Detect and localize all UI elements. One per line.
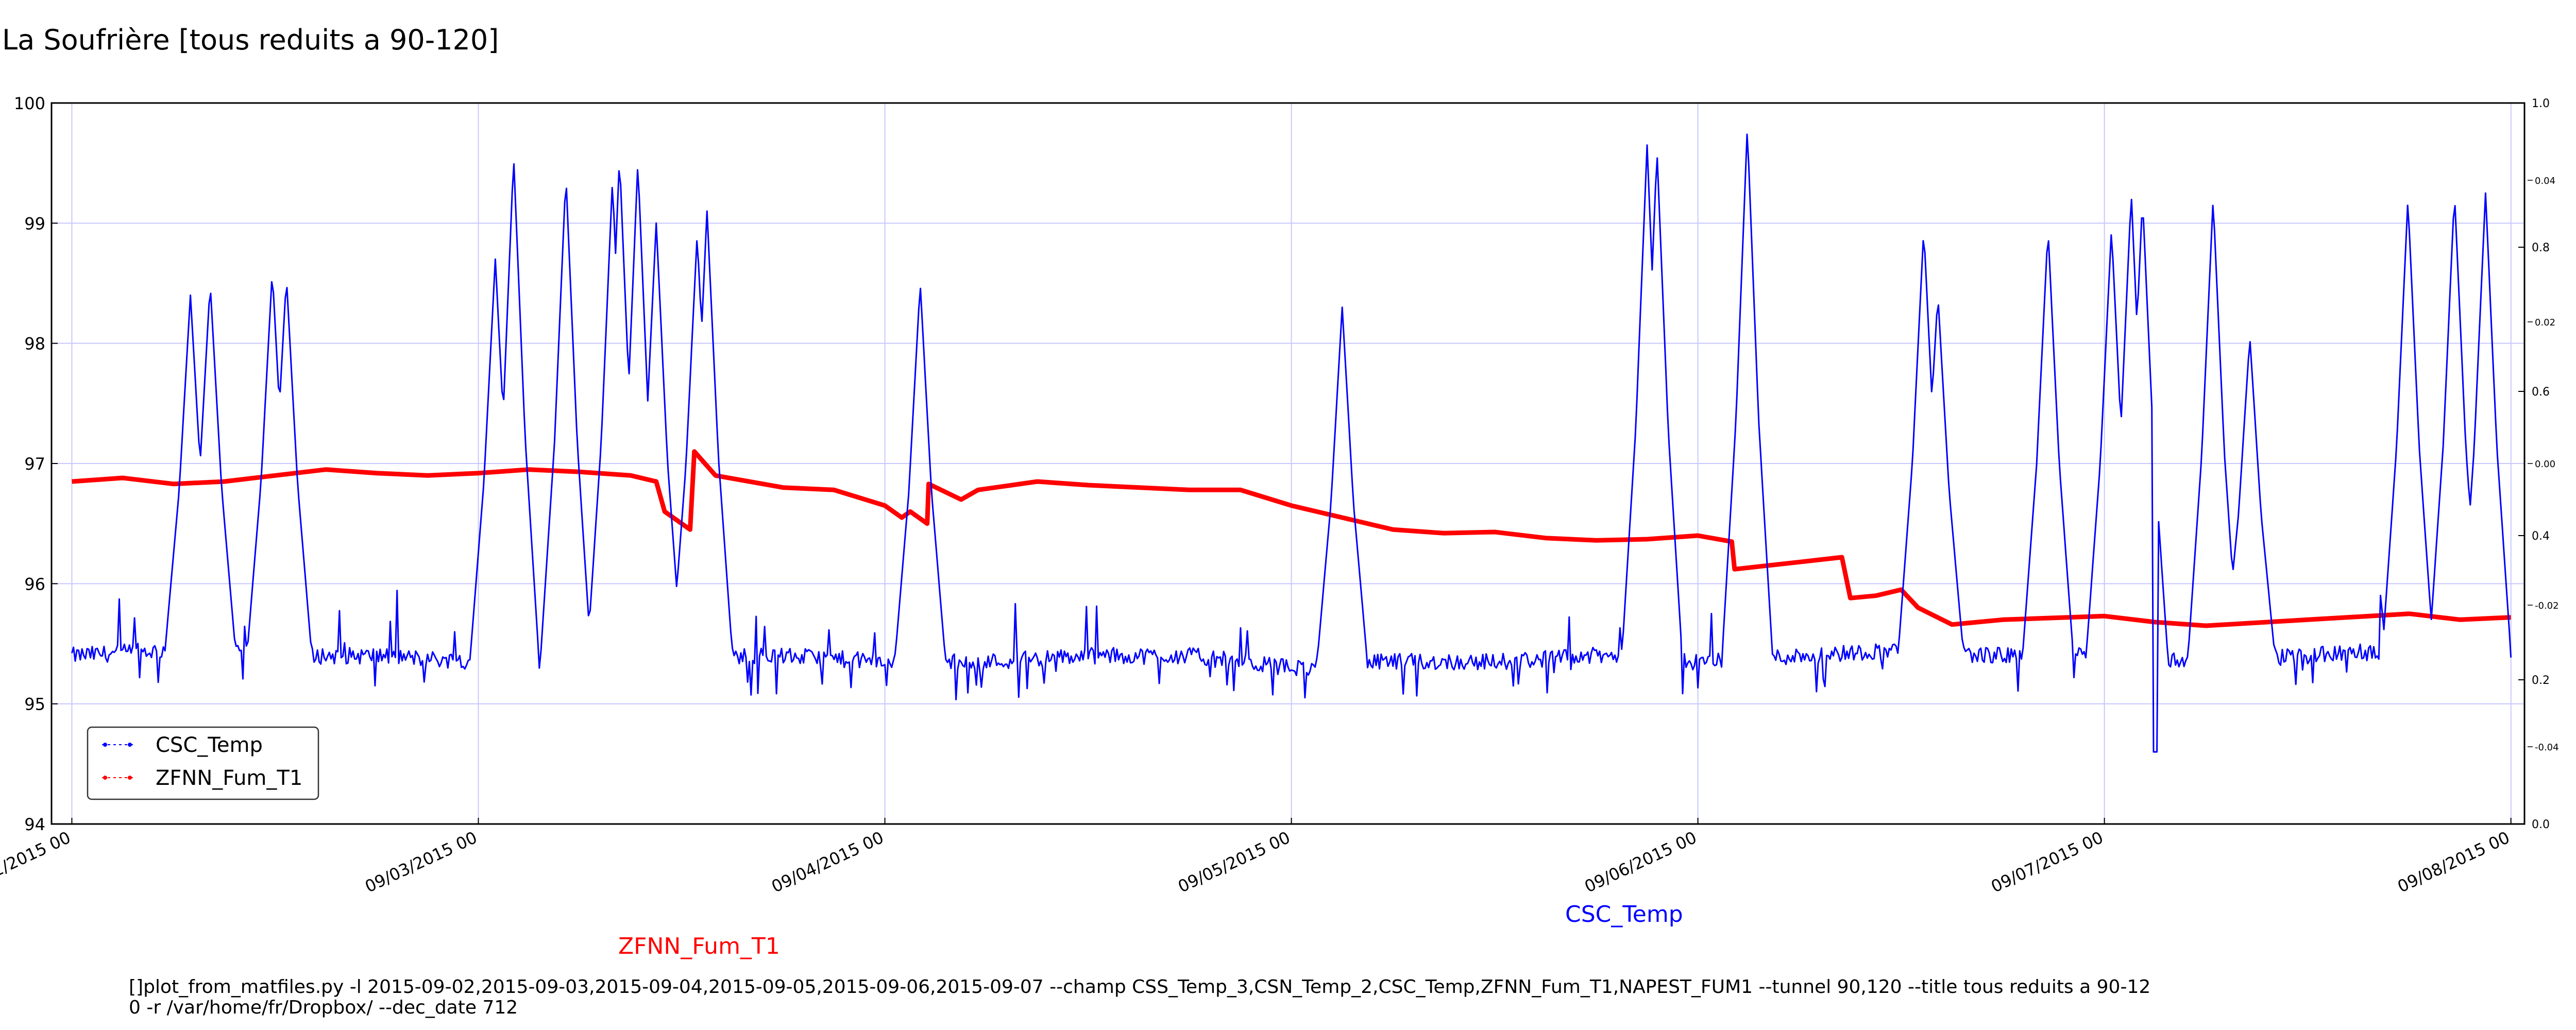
legend-label-zfnn-fum-t1: ZFNN_Fum_T1 [156, 766, 302, 790]
right-outer-tick-label-3: 0.6 [2532, 386, 2550, 399]
command-line-2: 0 -r /var/home/fr/Dropbox/ --dec_date 71… [129, 997, 518, 1018]
y-tick-label-99: 99 [24, 214, 45, 233]
y-tick-label-96: 96 [24, 574, 45, 594]
y-tick-label-95: 95 [24, 695, 45, 714]
y-axis-left: 94 95 96 97 98 99 100 [14, 94, 58, 834]
legend-label-csc-temp: CSC_Temp [156, 733, 263, 757]
right-outer-tick-label-1: 0.2 [2532, 674, 2550, 687]
right-inner-tick-label-3: 0.02 [2535, 317, 2555, 328]
command-line-1: []plot_from_matfiles.py -l 2015-09-02,20… [129, 976, 2150, 998]
plot-area [50, 102, 2526, 825]
right-outer-tick-label-2: 0.4 [2532, 530, 2550, 543]
legend-marker-csc-temp-1 [103, 743, 107, 747]
legend-marker-zfnn-fum-t1-1 [103, 776, 107, 780]
y-axis-right: 0.0 0.2 0.4 0.6 0.8 1.0 -0.04 -0.02 0.00 0.02 0.04 [2518, 97, 2559, 831]
bottom-label-csc-temp: CSC_Temp [1565, 901, 1683, 928]
x-tick-label-5: 09/07/2015 00 [1988, 828, 2106, 897]
x-tick-label-0: 09/02/2015 00 [0, 828, 74, 897]
bottom-label-zfnn-fum-t1: ZFNN_Fum_T1 [618, 933, 780, 959]
legend: CSC_Temp ZFNN_Fum_T1 [87, 726, 319, 800]
right-inner-tick-label-1: -0.02 [2535, 600, 2559, 611]
y-tick-label-97: 97 [24, 454, 45, 474]
right-inner-tick-label-2: 0.00 [2535, 459, 2555, 470]
x-tick-label-4: 09/06/2015 00 [1582, 828, 1700, 897]
y-tick-label-98: 98 [24, 334, 45, 354]
x-tick-label-3: 09/05/2015 00 [1175, 828, 1293, 897]
legend-marker-csc-temp-2 [128, 743, 132, 747]
right-outer-tick-label-0: 0.0 [2532, 818, 2550, 831]
x-tick-label-2: 09/04/2015 00 [769, 828, 887, 897]
y-tick-label-100: 100 [14, 94, 45, 113]
x-tick-label-6: 09/08/2015 00 [2395, 828, 2513, 897]
legend-marker-zfnn-fum-t1-2 [128, 776, 132, 780]
y-tick-label-94: 94 [24, 815, 45, 834]
chart-title: La Soufrière [tous reduits a 90-120] [2, 24, 499, 56]
x-axis: 09/02/2015 00 09/03/2015 00 09/04/2015 00 0… [0, 818, 2513, 897]
series-line-csc-temp [71, 133, 2512, 753]
grid-lines [52, 103, 2524, 824]
legend-box [87, 726, 319, 800]
x-tick-label-1: 09/03/2015 00 [362, 828, 480, 897]
right-inner-tick-label-4: 0.04 [2535, 176, 2555, 186]
right-outer-tick-label-5: 1.0 [2532, 97, 2550, 110]
right-outer-tick-label-4: 0.8 [2532, 242, 2550, 254]
series-line-zfnn-fum-t1 [72, 449, 2511, 628]
right-inner-tick-label-0: -0.04 [2535, 742, 2559, 753]
series-layer [71, 133, 2512, 753]
